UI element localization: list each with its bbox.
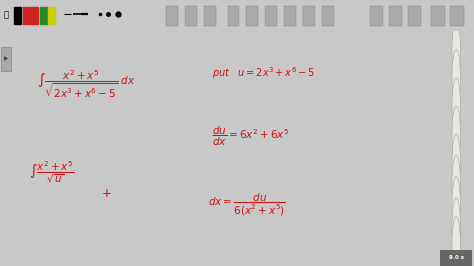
FancyBboxPatch shape <box>23 7 30 24</box>
FancyBboxPatch shape <box>284 6 296 26</box>
FancyBboxPatch shape <box>185 6 197 26</box>
FancyBboxPatch shape <box>14 7 21 24</box>
Text: $+$: $+$ <box>101 186 112 200</box>
FancyBboxPatch shape <box>431 6 445 26</box>
Text: 9.0 x: 9.0 x <box>449 255 464 260</box>
FancyBboxPatch shape <box>166 6 178 26</box>
FancyBboxPatch shape <box>370 6 383 26</box>
Text: $\mathit{put} \quad u = 2x^{3}+x^{6}-5$: $\mathit{put} \quad u = 2x^{3}+x^{6}-5$ <box>212 65 316 81</box>
Text: 🖊: 🖊 <box>4 11 9 20</box>
FancyBboxPatch shape <box>0 47 10 70</box>
FancyBboxPatch shape <box>322 6 334 26</box>
Circle shape <box>452 49 461 106</box>
FancyBboxPatch shape <box>246 6 258 26</box>
Text: $\dfrac{du}{dx} = 6x^{2}+6x^{5}$: $\dfrac{du}{dx} = 6x^{2}+6x^{5}$ <box>212 125 290 148</box>
Circle shape <box>452 134 461 191</box>
Text: $dx = \dfrac{du}{6(x^{2}+x^{5})}$: $dx = \dfrac{du}{6(x^{2}+x^{5})}$ <box>208 192 286 218</box>
FancyBboxPatch shape <box>440 250 472 266</box>
FancyBboxPatch shape <box>40 7 47 24</box>
Circle shape <box>452 106 461 163</box>
FancyBboxPatch shape <box>408 6 421 26</box>
Circle shape <box>452 177 461 233</box>
FancyBboxPatch shape <box>303 6 315 26</box>
FancyBboxPatch shape <box>48 7 55 24</box>
FancyBboxPatch shape <box>389 6 402 26</box>
FancyBboxPatch shape <box>31 7 38 24</box>
FancyBboxPatch shape <box>265 6 277 26</box>
Text: $\int \dfrac{x^{2}+x^{5}}{\sqrt{u}}$: $\int \dfrac{x^{2}+x^{5}}{\sqrt{u}}$ <box>29 159 74 185</box>
FancyBboxPatch shape <box>450 6 464 26</box>
Circle shape <box>452 155 461 212</box>
Circle shape <box>452 78 461 134</box>
Circle shape <box>452 198 461 254</box>
Text: $\int \dfrac{x^{2}+x^{5}}{\sqrt{2x^{3}+x^{6}-5}}\;dx$: $\int \dfrac{x^{2}+x^{5}}{\sqrt{2x^{3}+x… <box>37 69 136 100</box>
Circle shape <box>452 217 461 266</box>
Circle shape <box>452 21 461 78</box>
FancyBboxPatch shape <box>204 6 216 26</box>
FancyBboxPatch shape <box>228 6 239 26</box>
Text: ▶: ▶ <box>4 56 8 61</box>
